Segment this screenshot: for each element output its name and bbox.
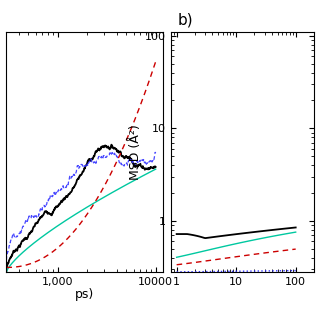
Text: b): b) <box>178 13 194 28</box>
Y-axis label: MSD (Å²): MSD (Å²) <box>129 124 142 180</box>
X-axis label: ps): ps) <box>75 288 94 301</box>
